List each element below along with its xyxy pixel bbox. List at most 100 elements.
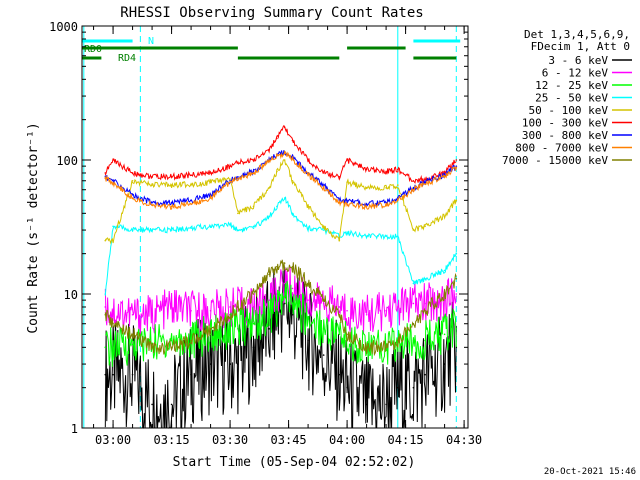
data-point: [209, 309, 212, 312]
data-point: [170, 205, 173, 208]
data-point: [252, 227, 255, 229]
data-point: [338, 175, 341, 178]
y-tick-label: 1: [71, 422, 78, 436]
series-line: [104, 159, 457, 245]
legend-header-line: Det 1,3,4,5,6,9,: [524, 28, 630, 41]
data-point: [412, 179, 415, 182]
series-7: [104, 150, 458, 211]
data-point: [190, 339, 192, 342]
data-point: [307, 159, 309, 161]
data-point: [322, 184, 325, 186]
data-point: [346, 309, 348, 312]
data-point: [365, 346, 368, 349]
data-point: [412, 187, 415, 189]
data-point: [443, 173, 446, 176]
data-point: [365, 313, 368, 316]
data-point: [229, 165, 231, 167]
data-point: [104, 346, 107, 349]
data-point: [276, 154, 278, 157]
data-point: [346, 203, 348, 205]
data-point: [151, 313, 153, 316]
data-point: [104, 172, 107, 174]
data-point: [131, 333, 134, 336]
data-point: [322, 327, 325, 330]
data-point: [291, 287, 294, 290]
flag-label: RD4: [118, 53, 136, 64]
data-point: [237, 212, 239, 215]
data-point: [252, 205, 255, 208]
data-point: [268, 327, 270, 330]
data-point: [112, 322, 114, 325]
series-line: [104, 124, 457, 184]
data-point: [252, 322, 255, 325]
data-point: [365, 205, 368, 208]
data-point: [229, 313, 231, 316]
data-point: [443, 175, 446, 177]
data-point: [276, 306, 278, 308]
data-point: [252, 159, 255, 161]
series-line: [104, 150, 457, 211]
data-point: [237, 177, 239, 180]
data-point: [365, 187, 368, 189]
data-point: [131, 313, 134, 316]
series-line: [105, 280, 457, 367]
data-point: [112, 181, 114, 184]
data-point: [170, 339, 173, 342]
y-tick-label: 1000: [49, 20, 78, 34]
data-point: [104, 293, 107, 295]
data-point: [455, 165, 458, 167]
data-point: [307, 227, 309, 229]
data-point: [443, 293, 446, 295]
data-point: [396, 386, 399, 389]
data-point: [385, 309, 387, 312]
data-point: [385, 235, 387, 237]
data-point: [209, 327, 212, 330]
data-point: [268, 187, 270, 189]
data-point: [322, 302, 325, 305]
series-line: [104, 259, 457, 357]
x-tick-label: 04:00: [329, 433, 365, 447]
data-point: [237, 175, 239, 178]
series-3: [104, 196, 458, 296]
data-point: [322, 187, 325, 189]
series-4: [104, 159, 458, 245]
x-tick-label: 03:00: [95, 433, 131, 447]
legend-label: 7000 - 15000 keV: [502, 154, 608, 167]
data-point: [424, 373, 426, 376]
data-point: [412, 229, 415, 231]
data-point: [307, 318, 309, 320]
data-point: [276, 170, 278, 173]
data-point: [365, 403, 368, 406]
data-point: [307, 173, 309, 176]
data-point: [291, 212, 294, 215]
data-point: [151, 175, 153, 178]
data-point: [338, 313, 341, 316]
data-point: [170, 175, 173, 178]
data-point: [209, 225, 212, 228]
data-point: [412, 339, 415, 342]
data-point: [268, 148, 270, 151]
data-point: [131, 343, 134, 346]
series-8: [104, 259, 458, 357]
data-point: [396, 168, 399, 171]
data-point: [276, 205, 278, 208]
legend-label: 6 - 12 keV: [542, 67, 609, 80]
data-point: [291, 179, 294, 182]
data-point: [151, 204, 153, 206]
data-point: [276, 137, 278, 140]
data-point: [190, 199, 192, 202]
data-point: [190, 174, 192, 177]
data-point: [443, 215, 446, 218]
data-point: [322, 225, 325, 228]
legend: Det 1,3,4,5,6,9,FDecim 1, Att 03 - 6 keV…: [502, 28, 632, 167]
series-1: [104, 266, 458, 335]
data-point: [396, 184, 399, 186]
flag-label: RD0: [84, 44, 102, 55]
data-point: [229, 223, 231, 226]
data-point: [170, 229, 173, 231]
data-point: [455, 252, 458, 255]
data-point: [131, 172, 134, 174]
data-point: [338, 201, 341, 204]
data-point: [385, 170, 387, 173]
data-point: [170, 403, 173, 406]
